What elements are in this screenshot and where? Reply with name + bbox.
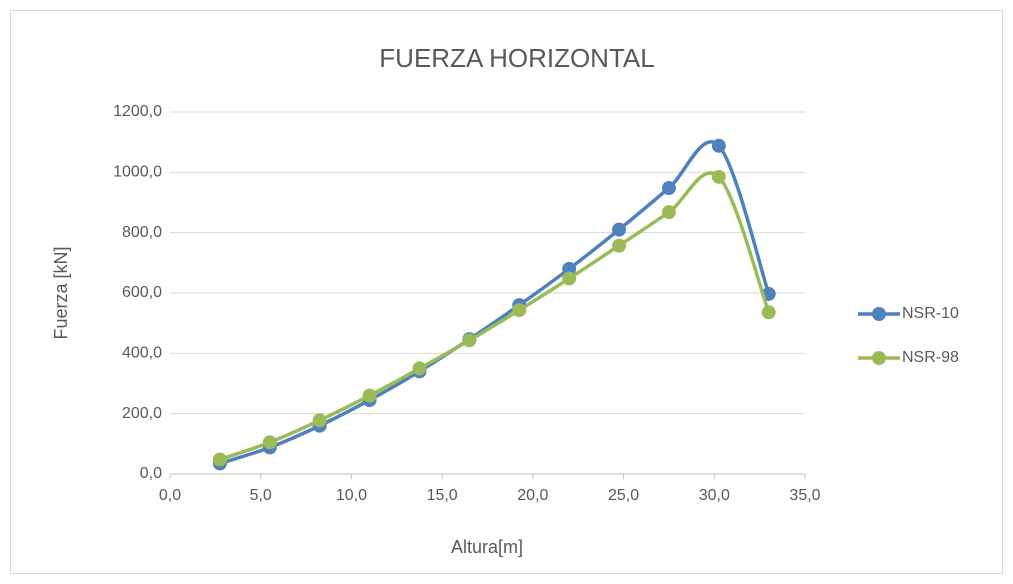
data-point [312,413,327,428]
y-tick-label: 1200,0 [113,103,162,120]
y-tick-label: 200,0 [122,405,162,422]
legend-marker [872,351,886,365]
x-tick-label: 35,0 [789,487,820,504]
x-axis-label: Altura[m] [451,537,523,557]
data-point [661,205,676,220]
data-point [711,138,726,153]
y-tick-label: 0,0 [140,465,162,482]
data-point [612,222,627,237]
data-point [512,303,527,318]
data-point [661,181,676,196]
data-point [212,452,227,467]
x-tick-label: 15,0 [427,487,458,504]
x-tick-label: 25,0 [608,487,639,504]
data-point [761,305,776,320]
y-tick-label: 600,0 [122,284,162,301]
data-point [562,271,577,286]
x-tick-label: 5,0 [250,487,272,504]
data-point [612,238,627,253]
y-tick-label: 1000,0 [113,164,162,181]
legend-marker [872,307,886,321]
x-tick-label: 10,0 [336,487,367,504]
data-point [711,169,726,184]
data-point [462,333,477,348]
data-point [562,261,577,276]
y-axis-label: Fuerza [kN] [51,246,71,339]
x-tick-label: 20,0 [517,487,548,504]
data-point [362,388,377,403]
x-tick-label: 30,0 [699,487,730,504]
x-tick-label: 0,0 [159,487,181,504]
data-point [412,361,427,376]
chart-title: FUERZA HORIZONTAL [379,43,654,73]
chart-frame [10,10,1003,574]
y-tick-label: 400,0 [122,345,162,362]
data-point [262,435,277,450]
y-tick-label: 800,0 [122,224,162,241]
legend-label: NSR-98 [902,349,959,366]
legend-label: NSR-10 [902,305,959,322]
